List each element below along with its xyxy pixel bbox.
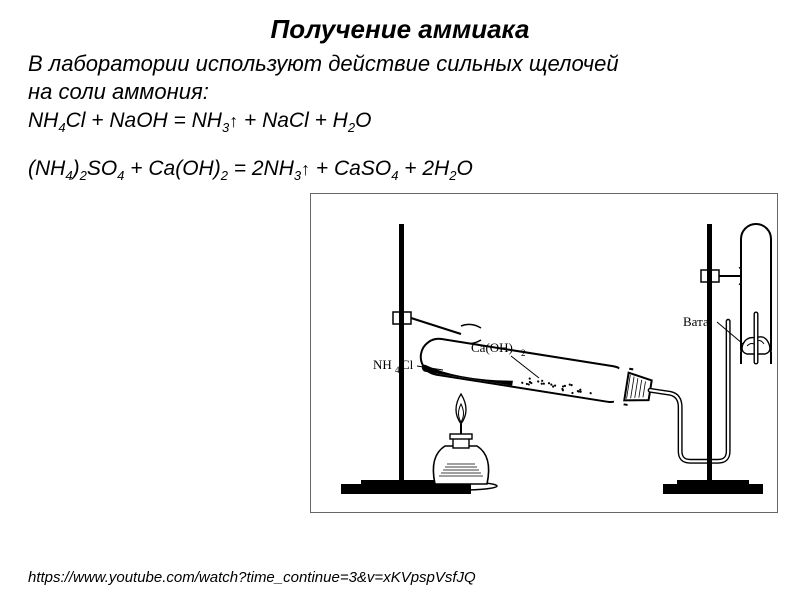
page-title: Получение аммиака	[28, 14, 772, 45]
svg-text:Вата: Вата	[683, 314, 709, 329]
intro-line-2: на соли аммония:	[28, 79, 772, 105]
svg-text:4: 4	[395, 365, 400, 375]
svg-text:2: 2	[521, 348, 526, 358]
intro-line-1: В лаборатории используют действие сильны…	[28, 51, 772, 77]
apparatus-figure: NH4Cl Ca(OH) 2 Вата	[310, 193, 778, 513]
svg-text:Ca(OH): Ca(OH)	[471, 340, 513, 355]
svg-text:NH: NH	[373, 357, 392, 372]
equation-1: NH4Cl + NaOH = NH3↑ + NaCl + H2O	[28, 108, 772, 136]
equation-2: (NH4)2SO4 + Ca(OH)2 = 2NH3↑ + CaSO4 + 2H…	[28, 156, 772, 184]
source-link[interactable]: https://www.youtube.com/watch?time_conti…	[28, 569, 476, 586]
svg-text:Cl: Cl	[401, 357, 414, 372]
